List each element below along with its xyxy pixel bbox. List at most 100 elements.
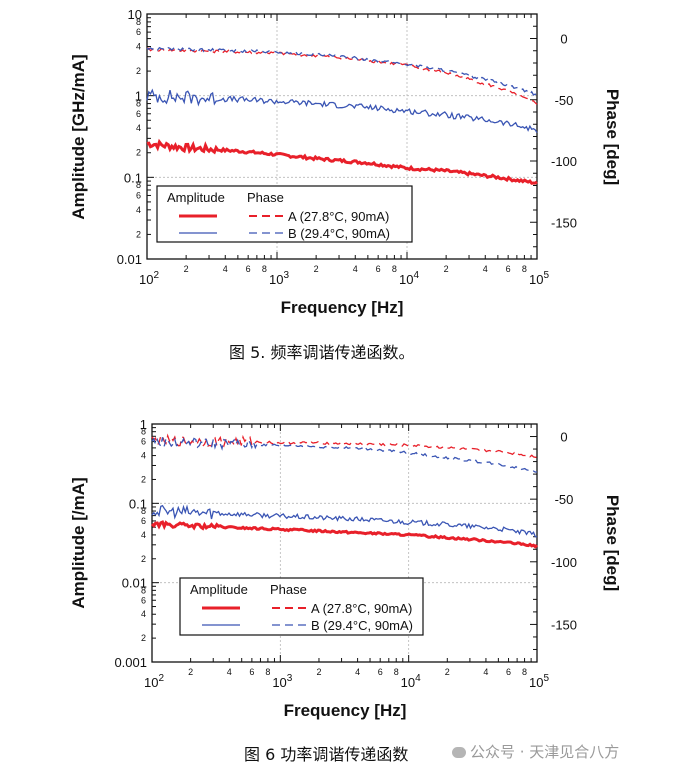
x-tick-label: 104 bbox=[401, 673, 421, 690]
x-minor-tick-label: 2 bbox=[445, 667, 450, 677]
y-minor-tick-label: 8 bbox=[136, 180, 141, 190]
x-minor-tick-label: 2 bbox=[314, 264, 319, 274]
y-minor-tick-label: 4 bbox=[136, 205, 141, 215]
legend-title-amplitude: Amplitude bbox=[190, 582, 248, 597]
x-minor-tick-label: 8 bbox=[394, 667, 399, 677]
y-minor-tick-label: 2 bbox=[141, 554, 146, 564]
x-minor-tick-label: 6 bbox=[506, 667, 511, 677]
x-minor-tick-label: 4 bbox=[223, 264, 228, 274]
series-phase-a-line bbox=[146, 47, 538, 105]
legend-title-amplitude: Amplitude bbox=[167, 190, 225, 205]
series-phase-b-line bbox=[146, 46, 538, 96]
series-amplitude-a-line bbox=[146, 138, 538, 185]
y2-tick-label: -150 bbox=[551, 617, 577, 632]
x-minor-tick-label: 6 bbox=[376, 264, 381, 274]
y-minor-tick-label: 2 bbox=[141, 633, 146, 643]
y-minor-tick-label: 4 bbox=[141, 451, 146, 461]
x-minor-tick-label: 8 bbox=[265, 667, 270, 677]
x-minor-tick-label: 8 bbox=[522, 667, 527, 677]
x-minor-tick-label: 2 bbox=[316, 667, 321, 677]
x-tick-label: 105 bbox=[529, 270, 549, 287]
x-minor-tick-label: 4 bbox=[227, 667, 232, 677]
y2-tick-label: -100 bbox=[551, 154, 577, 169]
y2-axis-label: Phase [deg] bbox=[603, 495, 622, 591]
x-minor-tick-label: 4 bbox=[355, 667, 360, 677]
legend-title-phase: Phase bbox=[270, 582, 307, 597]
series-phase-b-line bbox=[151, 436, 538, 473]
y2-tick-label: -100 bbox=[551, 555, 577, 570]
y-tick-label: 0.01 bbox=[122, 576, 147, 591]
y-minor-tick-label: 2 bbox=[141, 474, 146, 484]
y-minor-tick-label: 6 bbox=[136, 27, 141, 37]
x-axis-label: Frequency [Hz] bbox=[281, 298, 404, 317]
y-minor-tick-label: 6 bbox=[136, 109, 141, 119]
y-tick-label: 10 bbox=[128, 7, 142, 22]
legend-entry-label: B (29.4°C, 90mA) bbox=[311, 618, 413, 633]
y-minor-tick-label: 8 bbox=[136, 99, 141, 109]
legend-entry-label: B (29.4°C, 90mA) bbox=[288, 226, 390, 241]
fig6-chart: 2 4 6 8 2 4 6 8 2 4 6 80.00124680.0124680.1246810-5… bbox=[69, 417, 622, 720]
legend-entry-label: A (27.8°C, 90mA) bbox=[311, 601, 412, 616]
x-minor-tick-label: 8 bbox=[522, 264, 527, 274]
x-minor-tick-label: 2 bbox=[444, 264, 449, 274]
y-minor-tick-label: 6 bbox=[141, 437, 146, 447]
y2-tick-label: -50 bbox=[555, 492, 574, 507]
legend: Amplitude Phase A (27.8°C, 90mA) B (29.4°C,… bbox=[179, 577, 424, 636]
y-minor-tick-label: 8 bbox=[141, 427, 146, 437]
x-minor-tick-label: 4 bbox=[483, 667, 488, 677]
x-minor-tick-label: 8 bbox=[262, 264, 267, 274]
y-tick-label: 0.01 bbox=[117, 252, 142, 267]
y-minor-tick-label: 8 bbox=[136, 17, 141, 27]
y-tick-label: 1 bbox=[140, 417, 147, 432]
x-tick-label: 104 bbox=[399, 270, 419, 287]
x-tick-label: 102 bbox=[144, 673, 164, 690]
y2-tick-label: -150 bbox=[551, 215, 577, 230]
y-minor-tick-label: 2 bbox=[136, 229, 141, 239]
y-minor-tick-label: 6 bbox=[136, 190, 141, 200]
x-minor-tick-label: 8 bbox=[392, 264, 397, 274]
y2-tick-label: -50 bbox=[555, 93, 574, 108]
y-minor-tick-label: 8 bbox=[141, 585, 146, 595]
x-minor-tick-label: 4 bbox=[353, 264, 358, 274]
fig5-chart: 2 4 6 8 2 4 6 8 2 4 6 80.0124680.1246812468100-50-1… bbox=[69, 7, 622, 317]
x-minor-tick-label: 4 bbox=[483, 264, 488, 274]
watermark-text: 公众号 · 天津见合八方 bbox=[470, 743, 620, 761]
y-minor-tick-label: 8 bbox=[141, 506, 146, 516]
legend: Amplitude Phase A (27.8°C, 90mA) B (29.4°C,… bbox=[156, 185, 413, 243]
x-minor-tick-label: 2 bbox=[188, 667, 193, 677]
wechat-icon bbox=[452, 747, 466, 758]
y-minor-tick-label: 4 bbox=[141, 609, 146, 619]
y-minor-tick-label: 2 bbox=[136, 148, 141, 158]
y2-tick-label: 0 bbox=[560, 430, 567, 445]
x-tick-label: 105 bbox=[529, 673, 549, 690]
y-minor-tick-label: 6 bbox=[141, 516, 146, 526]
series-amplitude-b-line bbox=[146, 88, 538, 133]
x-axis-label: Frequency [Hz] bbox=[284, 701, 407, 720]
y-tick-label: 1 bbox=[135, 89, 142, 104]
y2-tick-label: 0 bbox=[560, 32, 567, 47]
y-minor-tick-label: 6 bbox=[141, 595, 146, 605]
y2-axis-label: Phase [deg] bbox=[603, 89, 622, 185]
y-minor-tick-label: 4 bbox=[136, 41, 141, 51]
x-minor-tick-label: 2 bbox=[184, 264, 189, 274]
series-amplitude-a-line bbox=[150, 520, 539, 549]
y-minor-tick-label: 2 bbox=[136, 66, 141, 76]
series-amplitude-b-line bbox=[151, 504, 538, 538]
x-minor-tick-label: 6 bbox=[249, 667, 254, 677]
x-tick-label: 102 bbox=[139, 270, 159, 287]
x-minor-tick-label: 6 bbox=[246, 264, 251, 274]
y-axis-label: Amplitude [GHz/mA] bbox=[69, 54, 88, 219]
y-tick-label: 0.1 bbox=[124, 170, 142, 185]
x-minor-tick-label: 6 bbox=[378, 667, 383, 677]
y-minor-tick-label: 4 bbox=[136, 123, 141, 133]
y-tick-label: 0.1 bbox=[129, 496, 147, 511]
figure-6-caption: 图 6 功率调谐传递函数 bbox=[244, 745, 409, 764]
x-minor-tick-label: 6 bbox=[506, 264, 511, 274]
figure-5-caption: 图 5. 频率调谐传递函数。 bbox=[229, 343, 415, 362]
x-tick-label: 103 bbox=[272, 673, 292, 690]
series-phase-a-line bbox=[151, 433, 538, 458]
x-tick-label: 103 bbox=[269, 270, 289, 287]
legend-entry-label: A (27.8°C, 90mA) bbox=[288, 209, 389, 224]
y-tick-label: 0.001 bbox=[114, 655, 147, 670]
